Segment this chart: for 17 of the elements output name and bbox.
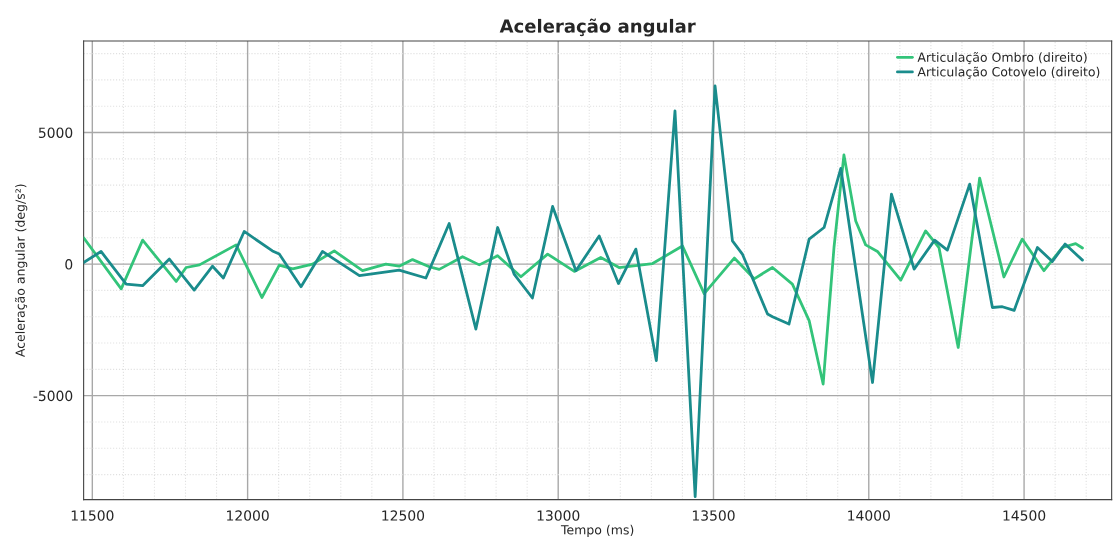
x-tick-label: 13000 xyxy=(537,510,580,521)
x-tick-label: 12000 xyxy=(227,510,269,521)
x-tick-label: 14500 xyxy=(1003,510,1046,521)
x-axis-title: Tempo (ms) xyxy=(560,524,634,537)
legend-label: Articulação Cotovelo (direito) xyxy=(917,66,1100,79)
x-tick-label: 11500 xyxy=(71,510,114,521)
y-axis-title: Aceleração angular (deg/s²) xyxy=(14,184,28,358)
y-tick-label: -5000 xyxy=(33,390,73,402)
line-series xyxy=(83,84,1084,499)
x-tick-label: 14000 xyxy=(848,510,890,521)
legend-label: Articulação Ombro (direito) xyxy=(917,52,1087,65)
line-series xyxy=(83,153,1084,386)
x-tick-label: 12500 xyxy=(382,510,425,521)
y-tick-label: 0 xyxy=(65,259,73,270)
y-tick-label: 5000 xyxy=(38,127,73,138)
x-tick-label: 13500 xyxy=(692,510,735,521)
chart-title: Aceleração angular xyxy=(499,18,696,37)
